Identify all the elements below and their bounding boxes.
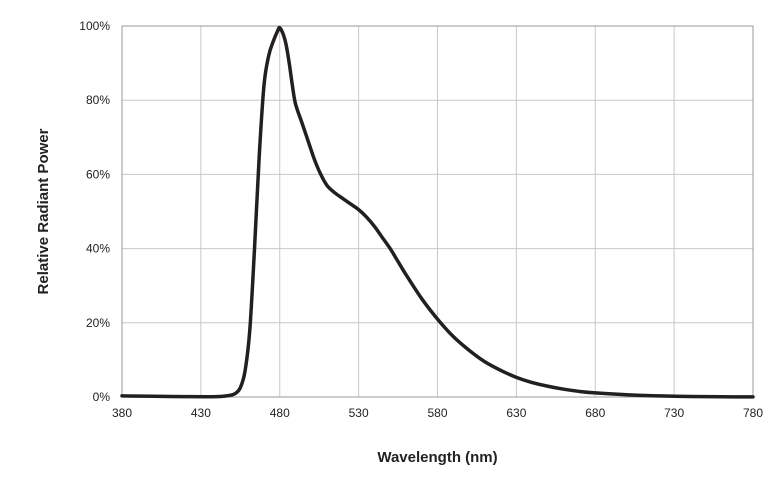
x-tick-label: 530 [349,406,369,420]
y-tick-label: 40% [86,242,110,256]
y-tick-label: 20% [86,316,110,330]
y-tick-label: 100% [79,19,110,33]
y-axis-title: Relative Radiant Power [35,128,52,294]
x-tick-label: 780 [743,406,763,420]
x-tick-label: 430 [191,406,211,420]
grid-lines [122,26,753,397]
x-tick-label: 480 [270,406,290,420]
y-tick-label: 0% [93,390,111,404]
spectral-power-line [120,25,755,399]
y-axis-ticks: 0% 20% 40% 60% 80% 100% [79,19,110,404]
x-tick-label: 730 [664,406,684,420]
y-tick-label: 80% [86,93,110,107]
y-tick-label: 60% [86,167,110,181]
plot-area-frame [121,25,754,398]
x-tick-label: 580 [427,406,447,420]
x-axis-title: Wavelength (nm) [377,449,497,466]
x-tick-label: 680 [585,406,605,420]
x-axis-ticks: 380 430 480 530 580 630 680 730 780 [112,406,763,420]
x-tick-label: 380 [112,406,132,420]
x-tick-label: 630 [506,406,526,420]
